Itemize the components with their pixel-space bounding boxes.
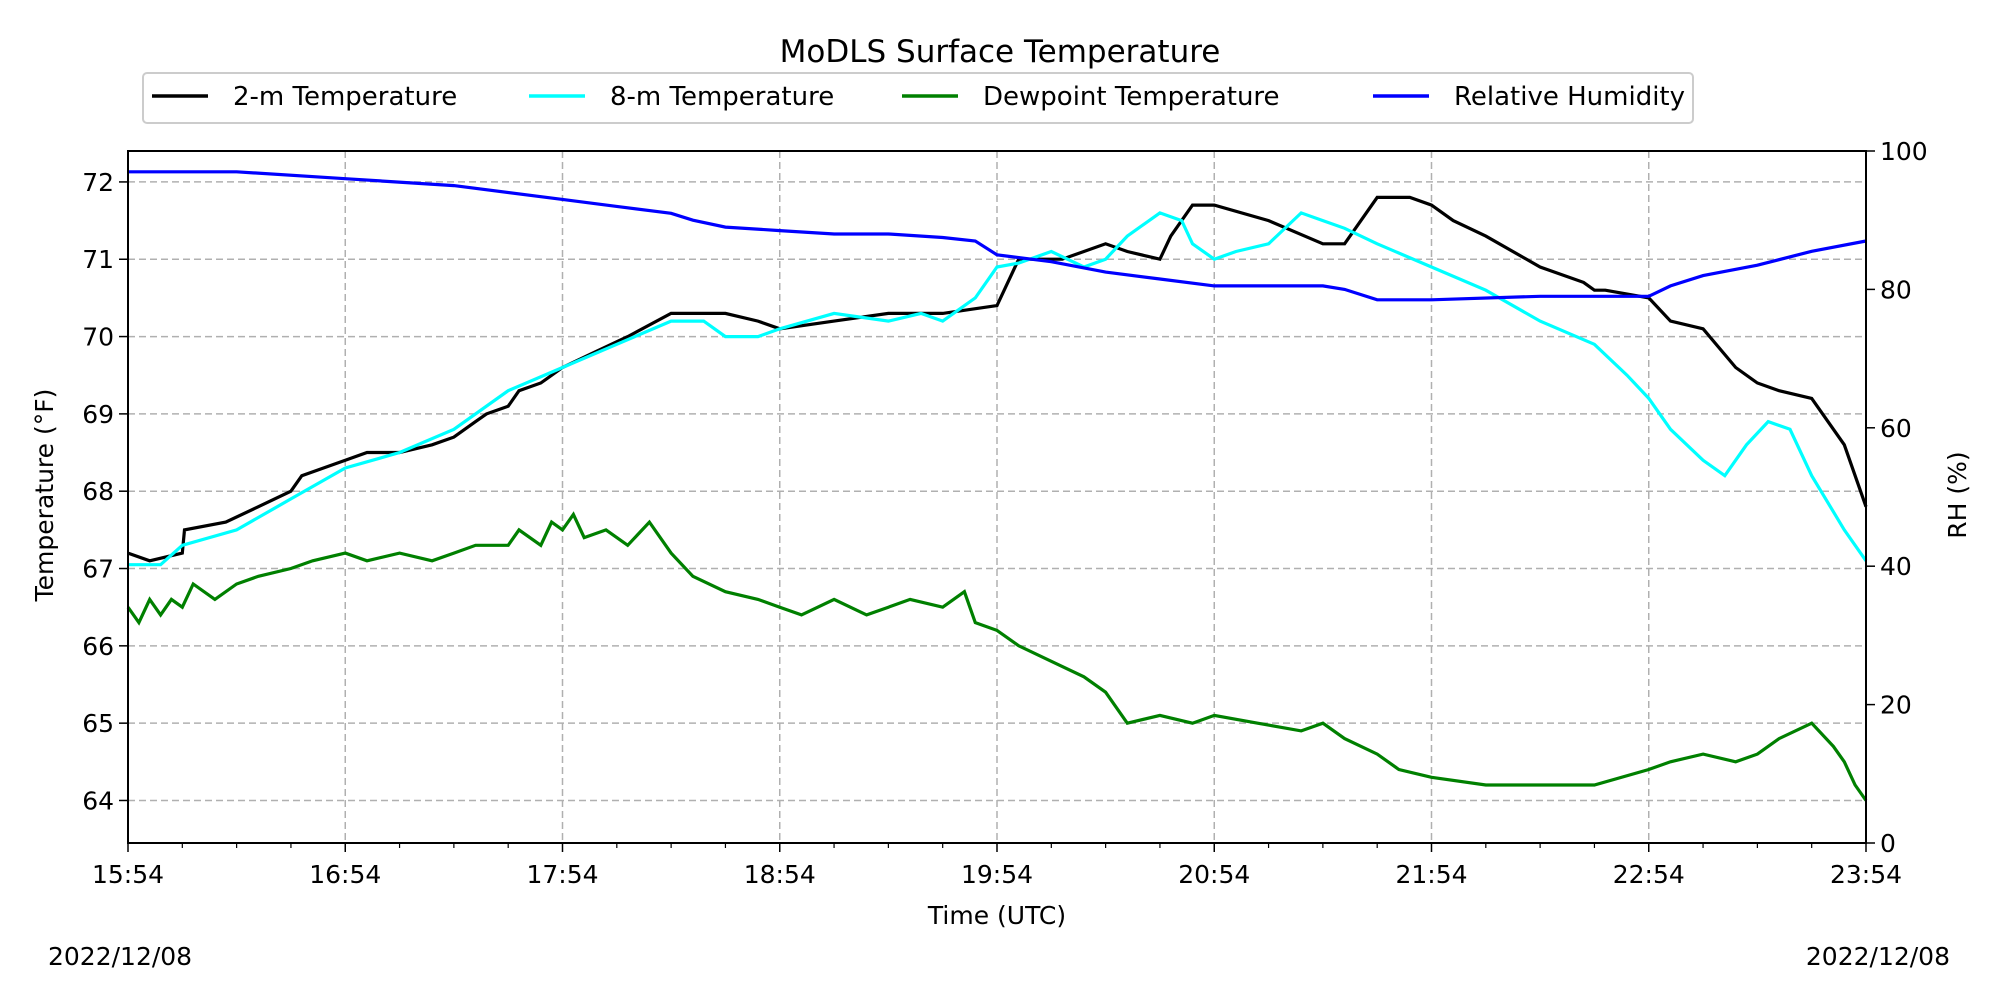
legend-label: 2-m Temperature	[233, 82, 457, 112]
y-tick-label: 72	[82, 168, 114, 197]
plot-frame	[127, 150, 1867, 844]
axes: 15:54 16:54 17:54 18:54 19:54 20:54 21:54 22:54…	[82, 137, 1928, 889]
y-tick-label: 66	[82, 632, 114, 661]
x-tick-label: 20:54	[1178, 860, 1250, 889]
x-axis-label: Time (UTC)	[927, 901, 1066, 930]
x-tick-label: 22:54	[1613, 860, 1685, 889]
y-tick-label: 71	[82, 245, 114, 274]
y2-tick-label: 0	[1880, 829, 1896, 858]
chart-title: MoDLS Surface Temperature	[780, 34, 1221, 70]
x-tick-label: 21:54	[1395, 860, 1467, 889]
series-line-2-m-temperature	[127, 195, 1868, 563]
legend-label: Dewpoint Temperature	[983, 82, 1280, 112]
x-tick-label: 15:54	[92, 860, 164, 889]
y-tick-label: 70	[82, 323, 114, 352]
series-line-dewpoint-temperature	[126, 511, 1868, 802]
series-layer	[126, 170, 1868, 802]
legend: 2-m Temperature 8-m Temperature Dewpoint T…	[142, 72, 1694, 124]
y2-axis-label: RH (%)	[1943, 451, 1972, 538]
x-tick-label: 23:54	[1830, 860, 1902, 889]
y-tick-label: 68	[82, 477, 114, 506]
y2-tick-label: 20	[1880, 691, 1912, 720]
y2-tick-label: 60	[1880, 414, 1912, 443]
series-line-relative-humidity	[128, 170, 1867, 302]
y2-tick-label: 100	[1880, 137, 1928, 166]
legend-label: Relative Humidity	[1454, 82, 1685, 112]
x-tick-label: 19:54	[961, 860, 1033, 889]
y-tick-label: 69	[82, 400, 114, 429]
legend-box	[142, 72, 1694, 124]
series-line-8-m-temperature	[128, 211, 1868, 567]
x-tick-label: 18:54	[744, 860, 816, 889]
y-axis-label: Temperature (°F)	[30, 389, 59, 603]
x-tick-label: 16:54	[309, 860, 381, 889]
legend-label: 8-m Temperature	[610, 82, 834, 112]
x-tick-label: 17:54	[526, 860, 598, 889]
start-date-label: 2022/12/08	[48, 942, 193, 971]
end-date-label: 2022/12/08	[1805, 942, 1950, 971]
y-tick-label: 65	[82, 709, 114, 738]
y-tick-label: 67	[82, 555, 114, 584]
y2-tick-label: 40	[1880, 552, 1912, 581]
y2-tick-label: 80	[1880, 275, 1912, 304]
y-tick-label: 64	[82, 786, 114, 815]
